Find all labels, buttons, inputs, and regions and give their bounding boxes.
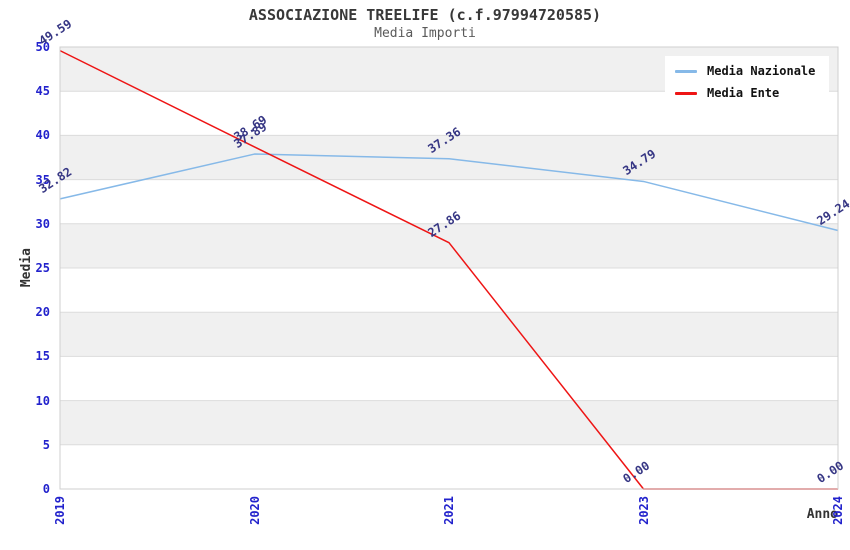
x-axis-title: Anno bbox=[806, 507, 838, 522]
x-tick-label: 2024 bbox=[831, 496, 845, 525]
legend-swatch-media-ente bbox=[675, 91, 697, 95]
x-tick-label: 2019 bbox=[53, 496, 67, 525]
legend-label-media-nazionale: Media Nazionale bbox=[707, 64, 816, 78]
legend-swatch-media-nazionale bbox=[675, 69, 697, 73]
y-tick-label: 45 bbox=[35, 84, 50, 99]
y-tick-label: 20 bbox=[35, 305, 50, 320]
legend-item-media-nazionale: Media Nazionale bbox=[675, 64, 815, 78]
x-tick-label: 2020 bbox=[247, 496, 262, 525]
chart-subtitle: Media Importi bbox=[374, 26, 476, 41]
series-line-media-nazionale bbox=[59, 153, 839, 232]
plot-band bbox=[60, 400, 838, 445]
x-tick-label: 2023 bbox=[636, 496, 651, 525]
y-tick-label: 15 bbox=[35, 349, 50, 364]
y-tick-label: 25 bbox=[35, 261, 50, 275]
y-tick-label: 35 bbox=[35, 172, 50, 187]
y-tick-label: 5 bbox=[42, 437, 50, 452]
plot-band bbox=[60, 223, 838, 268]
legend-item-media-ente: Media Ente bbox=[675, 86, 815, 100]
plot-band bbox=[60, 135, 838, 180]
plot-border bbox=[59, 46, 839, 490]
y-tick-label: 0 bbox=[42, 482, 50, 496]
chart-title: ASSOCIAZIONE TREELIFE (c.f.97994720585) bbox=[248, 6, 602, 24]
plot-band bbox=[60, 312, 838, 357]
legend-label-media-ente: Media Ente bbox=[707, 86, 780, 100]
y-tick-label: 30 bbox=[35, 216, 50, 231]
legend: Media Nazionale Media Ente bbox=[665, 56, 830, 110]
y-tick-label: 50 bbox=[35, 40, 50, 54]
y-tick-label: 10 bbox=[35, 393, 50, 408]
x-tick-label: 2021 bbox=[442, 496, 456, 525]
y-tick-label: 40 bbox=[35, 128, 50, 143]
